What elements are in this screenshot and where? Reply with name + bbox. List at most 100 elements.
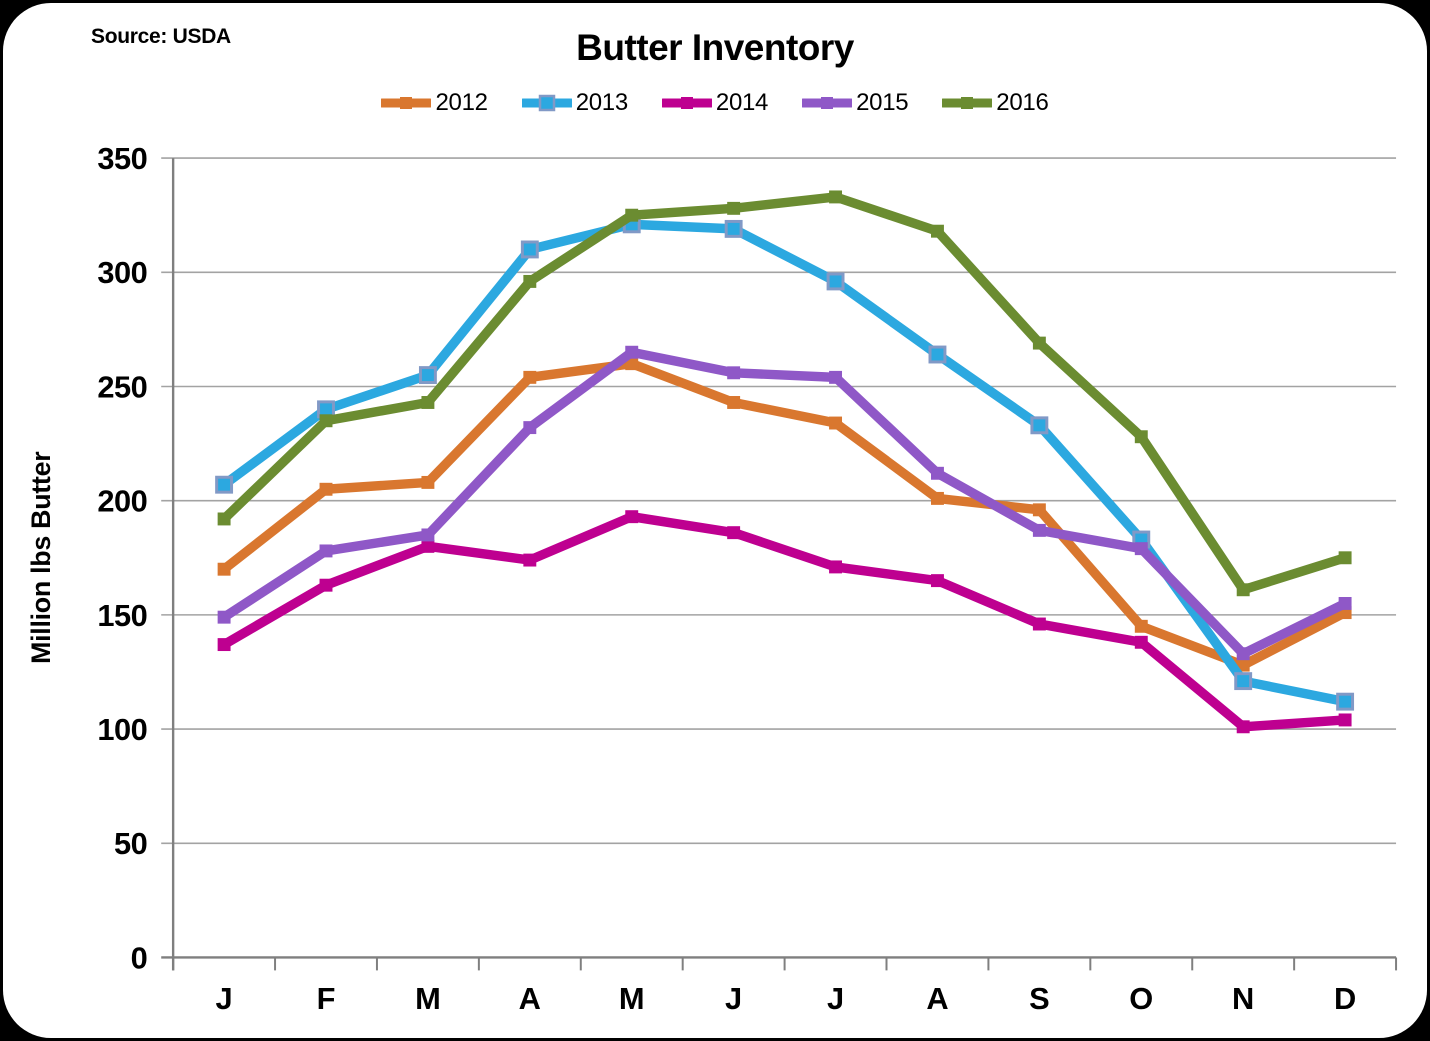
data-point-2013-J-296	[826, 272, 845, 291]
data-point-2016-N-161	[1236, 583, 1250, 597]
data-point-2014-M-180	[421, 539, 435, 553]
data-point-2015-A-232	[523, 421, 537, 435]
legend-swatch-icon	[802, 97, 853, 109]
legend-label: 2014	[715, 89, 769, 116]
legend-item-2015: 2015	[802, 89, 909, 117]
y-axis-title: Million lbs Butter	[26, 451, 56, 664]
x-tick-label-9: O	[1129, 981, 1153, 1016]
data-point-2013-J-207	[215, 475, 234, 494]
series-2012	[217, 357, 1352, 672]
data-point-2016-F-235	[319, 414, 333, 428]
data-point-2015-J-254	[829, 370, 843, 384]
data-point-2014-F-163	[319, 578, 333, 592]
data-point-2013-D-112	[1336, 692, 1355, 711]
legend-item-2013: 2013	[521, 89, 629, 117]
legend-label: 2012	[435, 89, 488, 116]
x-tick-label-0: J	[216, 981, 233, 1016]
x-tick-label-2: M	[415, 981, 441, 1016]
data-point-2014-O-138	[1134, 635, 1148, 649]
data-point-2012-N-128	[1236, 658, 1250, 672]
data-point-2015-J-256	[727, 366, 741, 380]
data-point-2012-J-170	[217, 562, 231, 576]
data-point-2013-J-319	[724, 219, 743, 238]
legend-label: 2016	[996, 89, 1049, 116]
legend-swatch-icon	[942, 97, 993, 109]
data-point-2015-M-185	[421, 528, 435, 542]
data-point-2015-J-149	[217, 610, 231, 624]
data-point-2013-N-121	[1234, 672, 1253, 691]
legend: 2012 2013 2014 2015 2016	[3, 89, 1427, 117]
legend-item-2014: 2014	[661, 89, 769, 117]
data-point-2012-O-145	[1134, 619, 1148, 633]
y-tick-label-250: 250	[97, 369, 147, 404]
data-point-2014-J-171	[829, 560, 843, 574]
data-point-2016-J-333	[829, 190, 843, 204]
legend-label: 2013	[575, 89, 629, 116]
data-point-2012-S-196	[1032, 503, 1046, 517]
x-tick-label-3: A	[519, 981, 541, 1016]
axis-label-layer: 0 50 100 150 200 250 300 350 J F M A M J J A S O N D	[97, 141, 1356, 1016]
series-2013	[215, 215, 1355, 711]
data-point-2015-F-178	[319, 544, 333, 558]
data-point-2015-D-155	[1338, 596, 1352, 610]
x-tick-label-7: A	[926, 981, 948, 1016]
y-tick-label-50: 50	[114, 826, 147, 861]
data-point-2014-S-146	[1032, 617, 1046, 631]
data-point-2014-A-165	[930, 574, 944, 588]
x-tick-label-10: N	[1232, 981, 1254, 1016]
series-line-2012	[219, 358, 1350, 670]
series-2016	[217, 190, 1352, 597]
data-point-2014-N-101	[1236, 720, 1250, 734]
data-point-2014-J-137	[217, 638, 231, 652]
x-tick-label-6: J	[827, 981, 844, 1016]
series-layer	[215, 190, 1355, 734]
data-point-2014-M-193	[625, 510, 639, 524]
series-2014	[217, 510, 1352, 734]
series-line-2014	[219, 511, 1350, 732]
data-point-2014-D-104	[1338, 713, 1352, 727]
data-point-2016-O-228	[1134, 430, 1148, 444]
data-point-2012-F-205	[319, 482, 333, 496]
y-tick-label-300: 300	[97, 255, 147, 290]
data-point-2016-J-328	[727, 201, 741, 215]
series-2015	[217, 345, 1352, 661]
legend-swatch-icon	[381, 97, 432, 109]
legend-item-2016: 2016	[942, 89, 1049, 117]
data-point-2016-M-243	[421, 396, 435, 409]
y-tick-label-200: 200	[97, 484, 147, 519]
data-point-2016-D-175	[1338, 551, 1352, 565]
data-point-2013-M-255	[418, 366, 437, 385]
source-label: Source: USDA	[91, 25, 231, 48]
data-point-2012-J-243	[727, 396, 741, 409]
data-point-2013-A-310	[520, 240, 539, 259]
data-point-2015-O-179	[1134, 542, 1148, 556]
x-tick-label-11: D	[1334, 981, 1356, 1016]
legend-label: 2015	[856, 89, 909, 116]
data-point-2014-J-186	[727, 526, 741, 540]
x-tick-label-4: M	[619, 981, 645, 1016]
data-point-2015-N-133	[1236, 647, 1250, 661]
x-tick-label-8: S	[1029, 981, 1050, 1016]
x-tick-label-5: J	[725, 981, 742, 1016]
legend-item-2012: 2012	[381, 89, 488, 117]
data-point-2012-A-254	[523, 370, 537, 384]
y-tick-label-100: 100	[97, 712, 147, 747]
series-line-2015	[219, 347, 1350, 659]
y-tick-label-0: 0	[131, 940, 148, 975]
data-point-2016-M-325	[625, 208, 639, 222]
x-tick-label-1: F	[317, 981, 336, 1016]
y-tick-label-350: 350	[97, 141, 147, 176]
legend-swatch-icon	[521, 94, 572, 112]
series-line-2016	[219, 192, 1350, 595]
data-point-2013-S-233	[1030, 416, 1049, 435]
legend-swatch-icon	[661, 97, 712, 109]
data-point-2015-M-265	[625, 345, 639, 359]
data-point-2013-A-264	[928, 345, 947, 364]
data-point-2016-A-296	[523, 274, 537, 288]
data-point-2012-J-234	[829, 416, 843, 430]
chart-title: Butter Inventory	[576, 27, 854, 68]
data-point-2016-A-318	[930, 224, 944, 238]
data-point-2015-A-212	[930, 466, 944, 480]
series-line-2013	[219, 219, 1350, 707]
data-point-2014-A-174	[523, 553, 537, 567]
